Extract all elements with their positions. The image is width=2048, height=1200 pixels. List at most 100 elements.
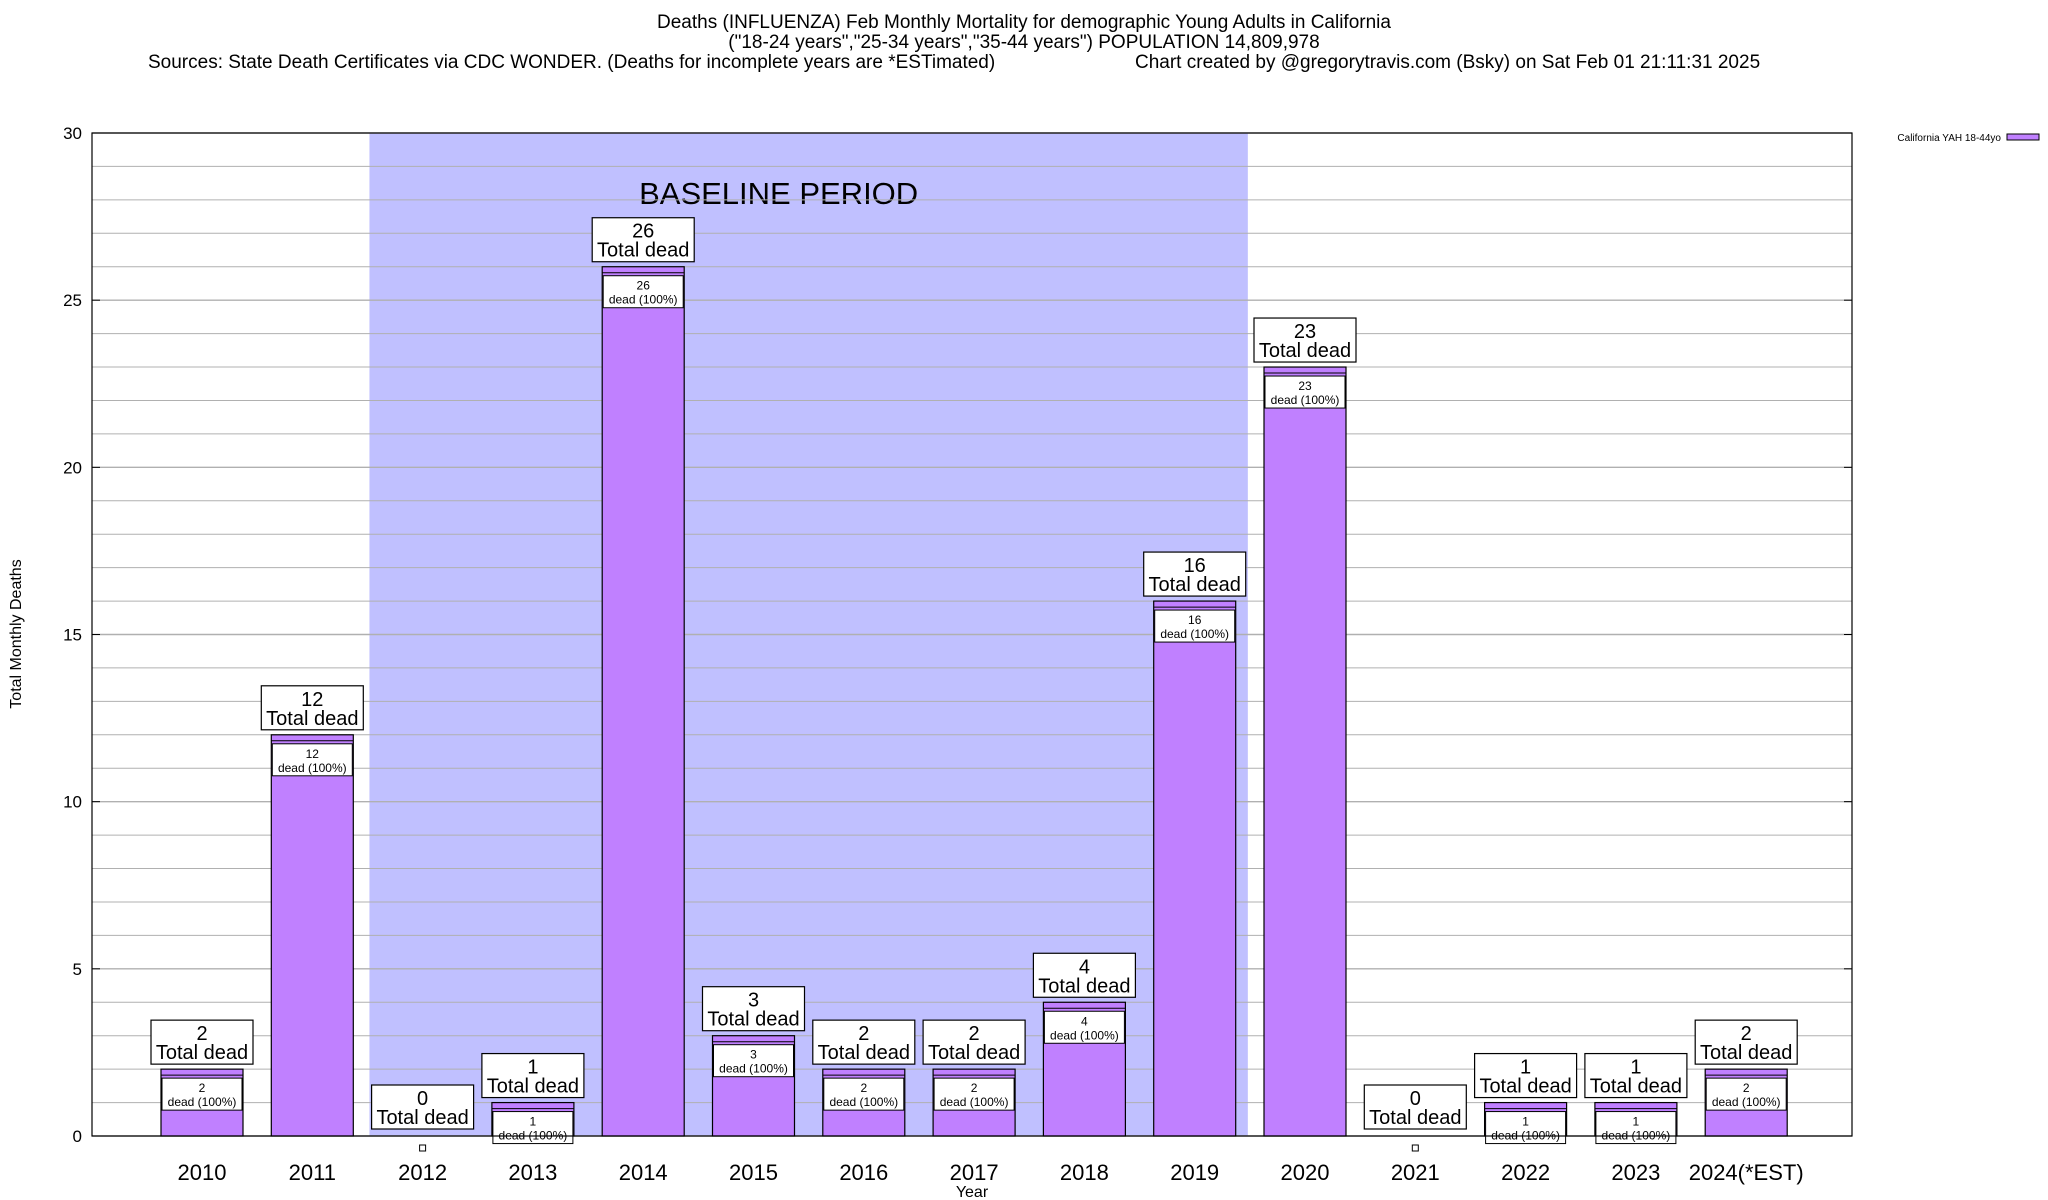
top-label-box [1253, 317, 1357, 363]
top-label-value: 3 [748, 990, 759, 1012]
x-tick-label: 2011 [289, 1160, 336, 1185]
top-label-text: Total dead [156, 1042, 248, 1064]
x-tick-label: 2021 [1391, 1160, 1440, 1185]
bar [270, 734, 354, 1137]
top-label-value: 16 [1184, 555, 1206, 577]
y-axis-label: Total Monthly Deaths [8, 559, 25, 708]
top-label-box [1473, 1052, 1578, 1099]
x-tick-label: 2023 [1611, 1160, 1660, 1185]
inner-label-box [1595, 1111, 1677, 1145]
inner-label-percent: dead (100%) [1712, 1095, 1781, 1109]
x-tick-label: 2010 [178, 1160, 227, 1185]
inner-label-count: 2 [1743, 1081, 1750, 1095]
top-label-box [260, 685, 364, 731]
inner-label-count: 3 [750, 1048, 757, 1062]
inner-label-box [1154, 609, 1236, 643]
top-label-text: Total dead [1149, 574, 1241, 596]
x-tick-label: 2022 [1501, 1160, 1550, 1185]
inner-label-percent: dead (100%) [1160, 627, 1229, 641]
inner-label-box [1043, 1010, 1125, 1044]
x-tick-label: 2017 [950, 1160, 999, 1185]
top-label-value: 23 [1294, 321, 1316, 343]
y-tick-label: 20 [63, 458, 82, 477]
inner-label-box [161, 1077, 243, 1111]
top-label-text: Total dead [266, 708, 358, 730]
top-label-box [150, 1019, 254, 1065]
x-tick-label: 2016 [839, 1160, 888, 1185]
y-tick-label: 25 [63, 291, 82, 310]
bar [1263, 366, 1347, 1137]
y-tick-label: 0 [73, 1127, 82, 1146]
inner-label-count: 1 [1633, 1115, 1640, 1129]
top-label-text: Total dead [376, 1107, 468, 1129]
top-label-value: 0 [417, 1088, 428, 1110]
top-label-text: Total dead [1369, 1107, 1461, 1129]
chart-credit: Chart created by @gregorytravis.com (Bsk… [1135, 52, 1761, 73]
top-label-value: 2 [969, 1023, 980, 1045]
top-label-value: 1 [527, 1057, 538, 1079]
y-tick-label: 15 [63, 626, 82, 645]
inner-label-count: 23 [1298, 379, 1312, 393]
top-label-box [1032, 952, 1137, 998]
inner-label-count: 1 [530, 1115, 537, 1129]
inner-label-box [1705, 1077, 1787, 1111]
inner-label-count: 2 [860, 1081, 867, 1095]
top-label-text: Total dead [597, 240, 689, 262]
inner-label-percent: dead (100%) [719, 1062, 788, 1076]
y-tick-label: 5 [73, 960, 82, 979]
chart-subtitle: ("18-24 years","25-34 years","35-44 year… [728, 32, 1320, 53]
top-label-box [701, 986, 806, 1032]
top-label-box [1584, 1052, 1688, 1099]
y-tick-label: 10 [63, 793, 82, 812]
top-label-value: 1 [1630, 1057, 1641, 1079]
top-label-box [922, 1019, 1026, 1065]
zero-bar-marker [419, 1144, 427, 1152]
chart-title: Deaths (INFLUENZA) Feb Monthly Mortality… [657, 12, 1391, 33]
inner-label-count: 1 [1522, 1115, 1529, 1129]
x-tick-label: 2013 [508, 1160, 557, 1185]
top-label-value: 2 [858, 1023, 869, 1045]
legend-swatch [2006, 133, 2040, 141]
baseline-period-label: BASELINE PERIOD [639, 176, 918, 211]
y-tick-label: 30 [63, 124, 82, 143]
inner-label-percent: dead (100%) [168, 1095, 237, 1109]
chart-sources: Sources: State Death Certificates via CD… [148, 52, 996, 73]
inner-label-box [1485, 1111, 1567, 1145]
inner-label-count: 4 [1081, 1014, 1088, 1028]
inner-label-box [492, 1111, 574, 1145]
top-label-value: 26 [632, 221, 654, 243]
top-label-value: 2 [1741, 1023, 1752, 1045]
top-label-value: 4 [1079, 956, 1090, 978]
top-label-value: 0 [1410, 1088, 1421, 1110]
x-tick-label: 2024(*EST) [1689, 1160, 1804, 1185]
top-label-value: 1 [1520, 1057, 1531, 1079]
top-label-box [481, 1052, 585, 1099]
top-label-text: Total dead [928, 1042, 1020, 1064]
inner-label-box [602, 275, 684, 309]
top-label-value: 2 [196, 1023, 207, 1045]
x-tick-label: 2019 [1170, 1160, 1219, 1185]
inner-label-count: 2 [971, 1081, 978, 1095]
inner-label-box [933, 1077, 1015, 1111]
chart-header: Deaths (INFLUENZA) Feb Monthly Mortality… [0, 12, 2048, 73]
inner-label-count: 12 [306, 747, 320, 761]
inner-label-percent: dead (100%) [1271, 393, 1340, 407]
x-tick-label: 2015 [729, 1160, 778, 1185]
inner-label-percent: dead (100%) [940, 1095, 1009, 1109]
inner-label-count: 26 [637, 279, 651, 293]
bar [601, 266, 685, 1137]
top-label-text: Total dead [1038, 975, 1130, 997]
top-label-box [591, 217, 695, 263]
inner-label-box [823, 1077, 905, 1111]
legend-label: California YAH 18-44yo [1897, 133, 2001, 144]
top-label-text: Total dead [1479, 1076, 1571, 1098]
top-label-box [1143, 551, 1247, 597]
x-tick-label: 2018 [1060, 1160, 1109, 1185]
x-axis-label: Year [956, 1184, 989, 1200]
x-tick-label: 2012 [398, 1160, 447, 1185]
top-label-text: Total dead [707, 1009, 799, 1031]
zero-bar-marker [1411, 1144, 1419, 1152]
inner-label-count: 2 [199, 1081, 206, 1095]
inner-label-count: 16 [1188, 613, 1202, 627]
